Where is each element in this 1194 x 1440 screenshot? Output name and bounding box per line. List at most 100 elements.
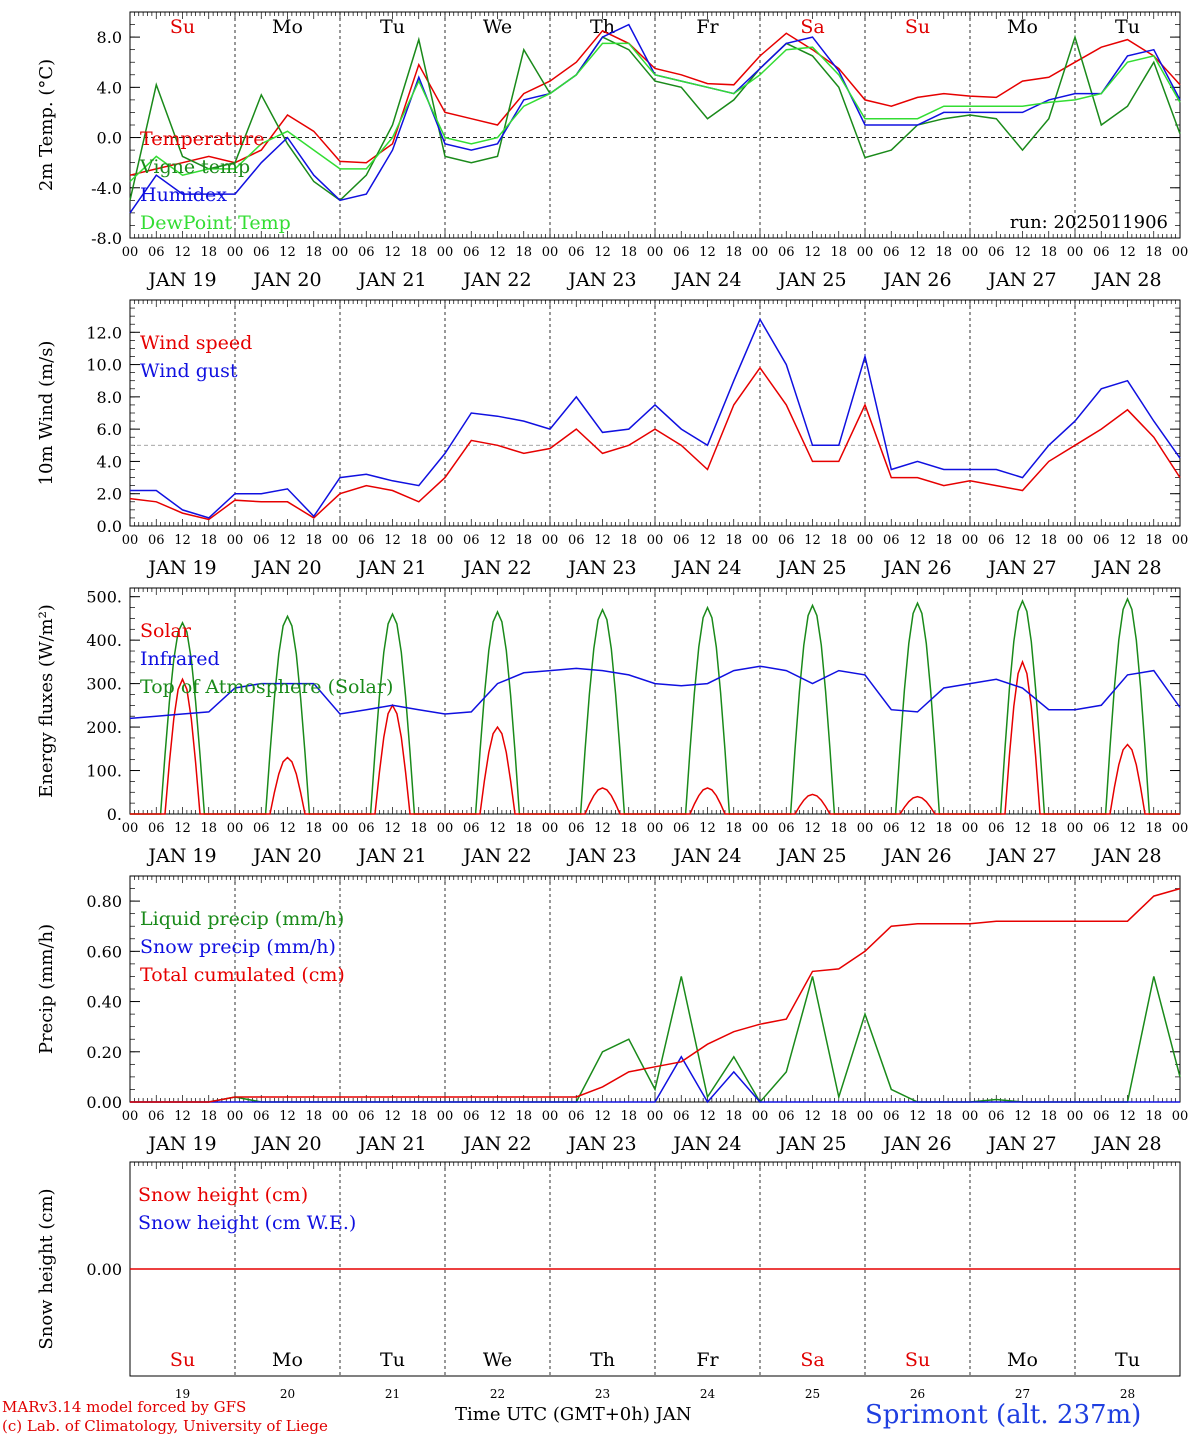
y-tick-label: 4.0 [97,78,122,97]
date-label: JAN 20 [251,269,321,291]
hour-tick-label: 18 [620,1109,637,1124]
y-tick-label: 0.40 [86,993,122,1012]
hour-tick-label: 12 [279,245,296,260]
series-line-toa-solar [865,601,970,815]
hour-tick-label: 00 [962,821,979,836]
y-axis-label: 2m Temp. (°C) [36,59,57,191]
date-label: JAN 26 [881,269,951,291]
weekday-label: Mo [1007,16,1038,38]
hour-tick-label: 06 [778,533,795,548]
hour-tick-label: 06 [673,821,690,836]
date-label: JAN 22 [461,845,531,867]
hour-tick-label: 18 [515,1109,532,1124]
series-line-toa-solar [340,612,445,815]
date-label: JAN 20 [251,557,321,579]
y-tick-label: 0.0 [97,129,122,148]
hour-tick-label: 18 [830,533,847,548]
footer-credits: MARv3.14 model forced by GFS (c) Lab. of… [2,1398,328,1436]
day-number-label: 22 [490,1387,505,1401]
hour-tick-label: 12 [174,245,191,260]
hour-tick-label: 18 [515,245,532,260]
hour-tick-label: 06 [673,245,690,260]
hour-tick-label: 00 [1067,245,1084,260]
y-tick-label: -4.0 [91,179,122,198]
hour-tick-label: 00 [122,245,139,260]
date-label: JAN 19 [146,845,216,867]
hour-tick-label: 18 [1040,1109,1057,1124]
hour-tick-label: 06 [778,821,795,836]
hour-tick-label: 06 [253,821,270,836]
hour-tick-label: 18 [620,533,637,548]
hour-tick-label: 12 [699,1109,716,1124]
date-label: JAN 25 [776,269,846,291]
legend-dewpoint: DewPoint Temp [140,212,291,234]
hour-tick-label: 12 [279,1109,296,1124]
series-line-humidex [129,23,1181,214]
series-line-solar [865,795,970,815]
y-tick-label: 0.00 [86,1093,122,1112]
legend-total-cumulated: Total cumulated (cm) [140,964,345,986]
date-label: JAN 24 [671,845,741,867]
hour-tick-label: 18 [935,1109,952,1124]
hour-tick-label: 18 [200,245,217,260]
series-line-solar [130,677,235,815]
run-label: run: 2025011906 [1010,212,1168,233]
series-line-infrared [129,665,1181,720]
hour-tick-label: 18 [200,533,217,548]
hour-tick-label: 06 [358,533,375,548]
hour-tick-label: 00 [122,821,139,836]
date-label: JAN 19 [146,557,216,579]
hour-tick-label: 00 [752,821,769,836]
hour-tick-label: 12 [174,821,191,836]
hour-tick-label: 06 [988,1109,1005,1124]
hour-tick-label: 06 [253,1109,270,1124]
date-label: JAN 27 [986,845,1056,867]
weekday-label: Tu [380,1349,405,1371]
hour-tick-label: 12 [804,821,821,836]
y-tick-label: 6.0 [97,420,122,439]
hour-tick-label: 00 [1172,245,1189,260]
hour-tick-label: 12 [1119,533,1136,548]
weekday-label: Th [590,1349,615,1371]
hour-tick-label: 00 [227,1109,244,1124]
hour-tick-label: 18 [725,245,742,260]
hour-tick-label: 18 [935,533,952,548]
series-line-solar [655,787,760,815]
hour-tick-label: 00 [647,821,664,836]
hour-tick-label: 18 [1145,1109,1162,1124]
hour-tick-label: 18 [305,821,322,836]
hour-tick-label: 06 [568,245,585,260]
date-label: JAN 22 [461,1133,531,1155]
y-axis-label: Precip (mm/h) [36,924,57,1054]
day-number-label: 27 [1015,1387,1030,1401]
hour-tick-label: 00 [1172,1109,1189,1124]
y-tick-label: -8.0 [91,229,122,248]
date-label: JAN 21 [356,1133,426,1155]
hour-tick-label: 00 [227,821,244,836]
series-line-wind-gust [130,317,1181,519]
hour-tick-label: 18 [515,533,532,548]
legend-toa-solar: Top of Atmosphere (Solar) [140,676,393,698]
date-label: JAN 20 [251,845,321,867]
hour-tick-label: 06 [1093,245,1110,260]
hour-tick-label: 00 [857,533,874,548]
hour-tick-label: 00 [437,821,454,836]
hour-tick-label: 12 [594,245,611,260]
hour-tick-label: 06 [568,533,585,548]
hour-tick-label: 18 [725,821,742,836]
legend-wind-gust: Wind gust [140,360,238,382]
station-name: Sprimont (alt. 237m) [865,1400,1142,1430]
date-label: JAN 25 [776,845,846,867]
day-number-label: 20 [280,1387,295,1401]
hour-tick-label: 12 [909,1109,926,1124]
hour-tick-label: 00 [122,1109,139,1124]
hour-tick-label: 12 [1014,533,1031,548]
weekday-label: Su [170,1349,195,1371]
hour-tick-label: 18 [620,821,637,836]
hour-tick-label: 12 [489,533,506,548]
legend-solar: Solar [140,620,192,642]
hour-tick-label: 00 [542,1109,559,1124]
hour-tick-label: 12 [174,1109,191,1124]
hour-tick-label: 12 [1119,245,1136,260]
y-tick-label: 10.0 [86,356,122,375]
